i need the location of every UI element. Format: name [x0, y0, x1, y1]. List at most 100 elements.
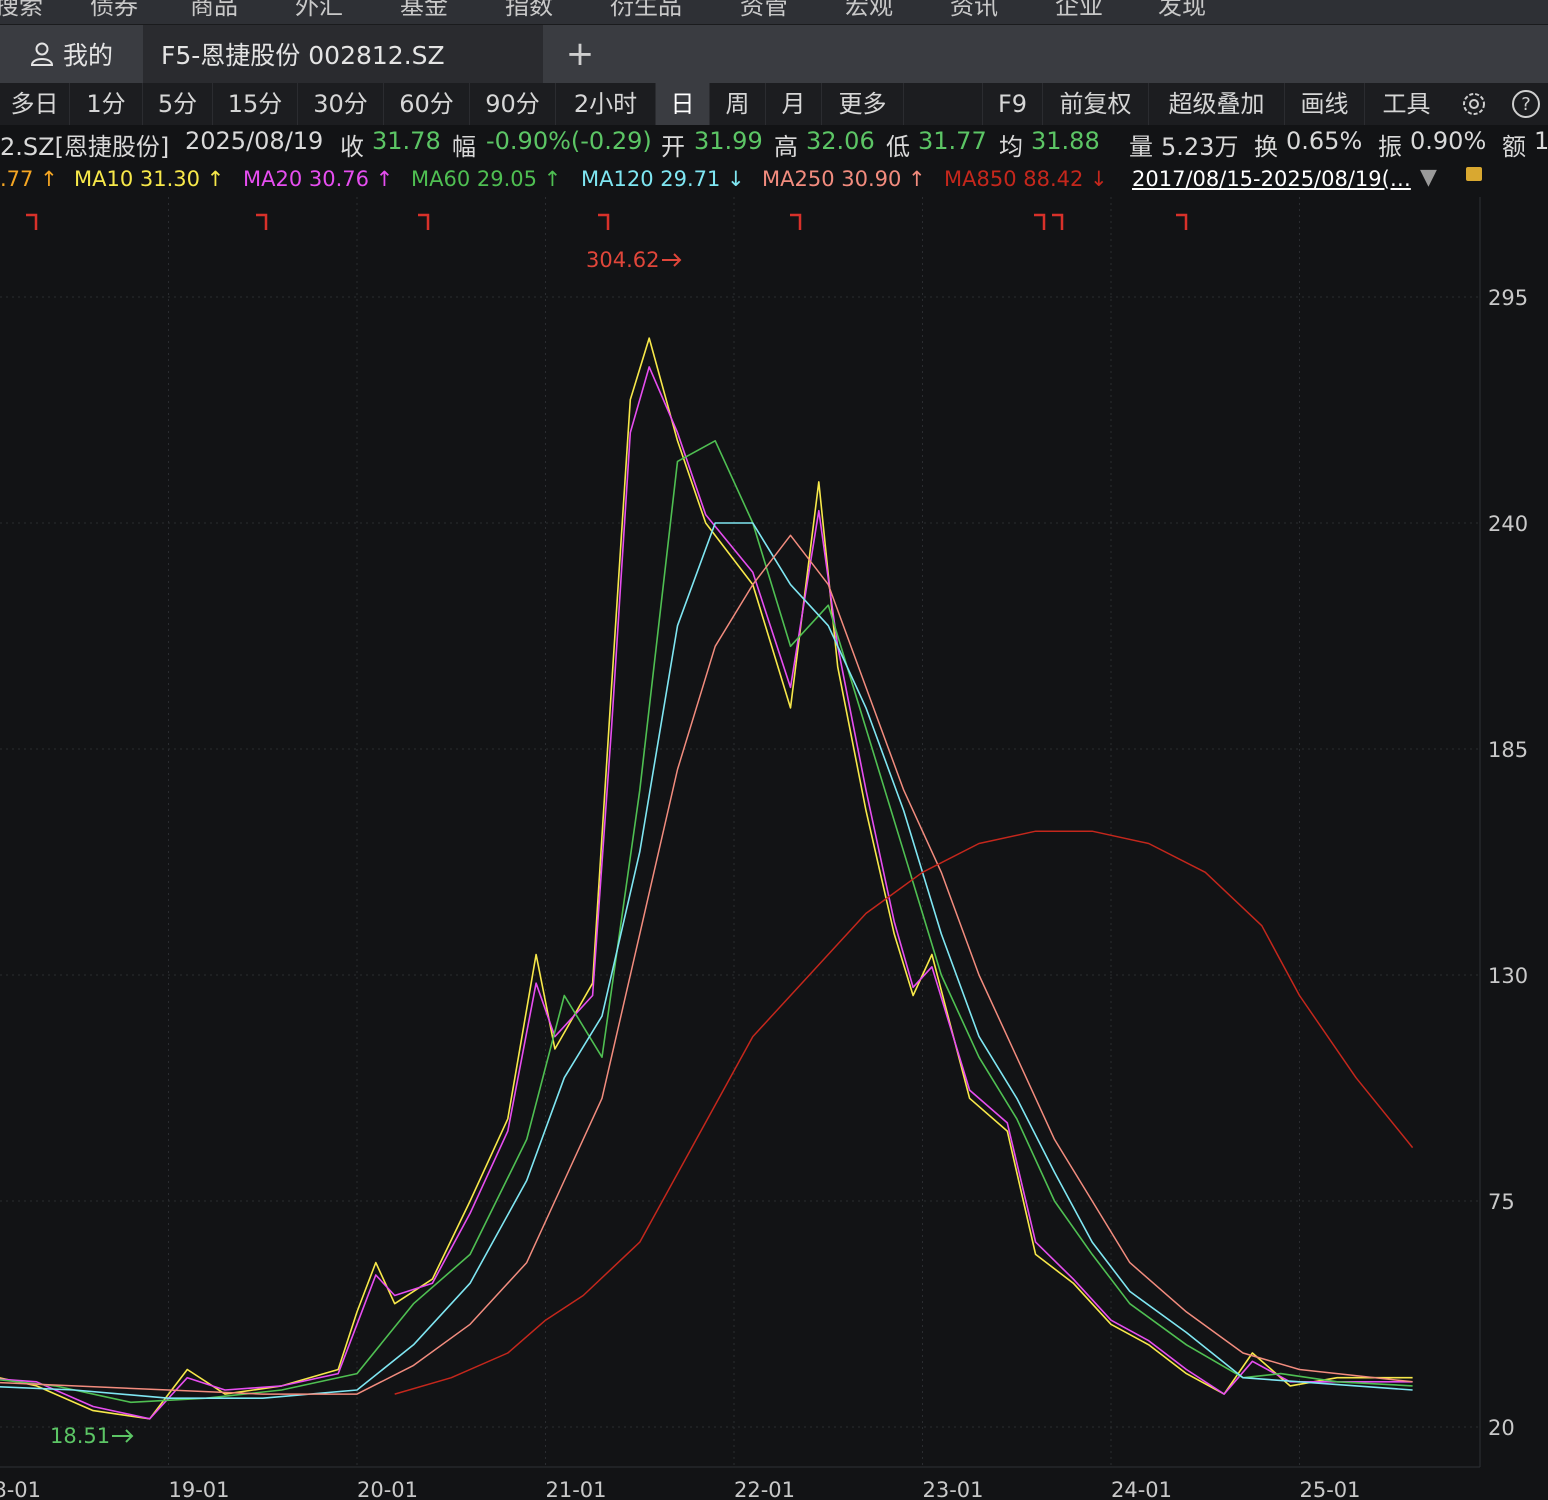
quote-close-label: 收 — [340, 133, 364, 161]
top-menu-item[interactable]: 商品 — [190, 0, 238, 20]
user-icon — [30, 42, 53, 66]
quote-amplitude: 0.90% — [1410, 127, 1487, 155]
top-menu-item[interactable]: 债券 — [90, 0, 138, 20]
x-tick-label: 21-01 — [546, 1478, 607, 1500]
tab-mine-label: 我的 — [62, 41, 113, 70]
toolbar-button[interactable]: 超级叠加 — [1148, 83, 1284, 125]
add-tab-button[interactable]: + — [560, 25, 600, 83]
kline-chart[interactable]: 295 240 185 130 75 20 18-01 19-01 20-01 21-01 22-0… — [0, 197, 1548, 1500]
period-button[interactable]: 多日 — [0, 83, 70, 125]
top-menu-item[interactable]: 资管 — [740, 0, 788, 20]
period-button[interactable]: 日 — [656, 83, 710, 125]
quote-high-label: 高 — [774, 133, 798, 161]
top-menu-item[interactable]: 企业 — [1055, 0, 1103, 20]
quote-amount-label: 额 — [1502, 133, 1526, 161]
quote-open: 31.99 — [694, 127, 763, 155]
period-button[interactable]: 30分 — [298, 83, 384, 125]
y-tick-label: 185 — [1488, 738, 1528, 762]
top-menu-item[interactable]: 资讯 — [950, 0, 998, 20]
quote-turnover: 0.65% — [1286, 127, 1363, 155]
series-line — [0, 522, 1413, 1399]
series-line — [0, 440, 1413, 1404]
chart-background — [0, 197, 1548, 1500]
period-button[interactable]: 15分 — [213, 83, 298, 125]
period-toolbar: 多日 1分 5分 15分 30分 60分 90分 2小时日周月更多 F9 前复权 超级叠加 画线 工具? — [0, 83, 1548, 126]
quote-turnover-label: 换 — [1254, 133, 1278, 161]
series-line — [394, 830, 1414, 1395]
top-menu-item[interactable]: 外汇 — [295, 0, 343, 20]
quote-amount: 1 — [1534, 127, 1548, 155]
period-button[interactable]: 60分 — [384, 83, 470, 125]
top-menu-item[interactable]: 衍生品 — [610, 0, 682, 20]
series-line — [0, 534, 1413, 1395]
plus-icon: + — [565, 34, 595, 74]
date-range-selector[interactable]: 2017/08/15-2025/08/19(… — [1132, 167, 1411, 191]
event-marker[interactable] — [256, 213, 268, 230]
ma-legend-item: MA120 29.71 ↓ — [581, 167, 745, 191]
toolbar-button[interactable]: F9 — [982, 83, 1042, 125]
top-menu-item[interactable]: 宏观 — [845, 0, 893, 20]
top-menu-item[interactable]: 发现 — [1158, 0, 1206, 20]
tab-mine[interactable]: 我的 — [0, 25, 142, 83]
quote-amplitude-label: 振 — [1378, 133, 1402, 161]
quote-change-label: 幅 — [452, 133, 476, 161]
quote-volume-label: 量 — [1129, 133, 1153, 161]
ma-legend-bar: .77 ↑ MA10 31.30 ↑ MA20 30.76 ↑ MA60 29.05 … — [0, 163, 1548, 197]
event-marker[interactable] — [418, 213, 430, 230]
min-price-label: 18.51 — [50, 1424, 110, 1448]
help-icon[interactable]: ? — [1510, 88, 1542, 120]
period-button[interactable]: 1分 — [70, 83, 143, 125]
period-button[interactable]: 5分 — [143, 83, 213, 125]
period-button[interactable]: 更多 — [822, 83, 904, 125]
ma-legend-item: MA60 29.05 ↑ — [411, 167, 562, 191]
toolbar-button[interactable]: 工具 — [1364, 83, 1448, 125]
period-button[interactable]: 周 — [710, 83, 766, 125]
series-line — [0, 337, 1413, 1420]
event-marker[interactable] — [1176, 213, 1188, 230]
tab-security[interactable]: F5-恩捷股份 002812.SZ — [143, 25, 543, 83]
period-button[interactable]: 月 — [766, 83, 822, 125]
event-marker[interactable] — [790, 213, 802, 230]
quote-open-label: 开 — [661, 133, 685, 161]
event-marker[interactable] — [598, 213, 610, 230]
y-tick-label: 20 — [1488, 1416, 1515, 1440]
ma-legend-item: MA250 30.90 ↑ — [762, 167, 926, 191]
gear-icon[interactable] — [1458, 88, 1490, 120]
quote-date: 2025/08/19 — [185, 127, 324, 155]
quote-volume: 5.23万 — [1161, 133, 1239, 161]
x-tick-label: 24-01 — [1111, 1478, 1172, 1500]
x-tick-label: 20-01 — [357, 1478, 418, 1500]
tab-security-label: F5-恩捷股份 002812.SZ — [161, 41, 445, 70]
x-tick-label: 25-01 — [1300, 1478, 1361, 1500]
arrow-right-icon — [662, 253, 682, 267]
period-button[interactable]: 2小时 — [556, 83, 656, 125]
quote-close: 31.78 — [372, 127, 441, 155]
y-tick-label: 130 — [1488, 964, 1528, 988]
ma-legend-item: MA850 88.42 ↓ — [944, 167, 1108, 191]
top-menu-item[interactable]: 指数 — [505, 0, 553, 20]
x-tick-label: 19-01 — [169, 1478, 230, 1500]
tab-bar: 我的 F5-恩捷股份 002812.SZ + — [0, 25, 1548, 83]
ma-legend-item: MA20 30.76 ↑ — [243, 167, 394, 191]
x-tick-label: 23-01 — [923, 1478, 984, 1500]
event-marker[interactable] — [26, 213, 38, 230]
top-menu: 搜索 债券 商品 外汇 基金 指数 衍生品 资管 宏观 资讯 企业 发现 — [0, 0, 1548, 25]
period-button[interactable]: 90分 — [470, 83, 556, 125]
x-tick-label: 18-01 — [0, 1478, 41, 1500]
chevron-down-icon[interactable]: ▼ — [1420, 165, 1437, 190]
lock-icon[interactable] — [1466, 167, 1482, 181]
series-line — [0, 366, 1413, 1420]
top-menu-item[interactable]: 基金 — [400, 0, 448, 20]
toolbar-button[interactable]: 前复权 — [1042, 83, 1148, 125]
event-marker[interactable] — [1034, 213, 1046, 230]
event-marker[interactable] — [1052, 213, 1064, 230]
top-menu-item[interactable]: 搜索 — [0, 0, 43, 20]
y-tick-label: 295 — [1488, 286, 1528, 310]
toolbar-button[interactable]: 画线 — [1284, 83, 1364, 125]
x-tick-label: 22-01 — [734, 1478, 795, 1500]
y-tick-label: 240 — [1488, 512, 1528, 536]
svg-text:?: ? — [1521, 94, 1531, 115]
max-price-label: 304.62 — [586, 248, 659, 272]
y-tick-label: 75 — [1488, 1190, 1515, 1214]
quote-bar: 2.SZ[恩捷股份] 2025/08/19 收 31.78 幅 -0.90%(-… — [0, 125, 1548, 161]
